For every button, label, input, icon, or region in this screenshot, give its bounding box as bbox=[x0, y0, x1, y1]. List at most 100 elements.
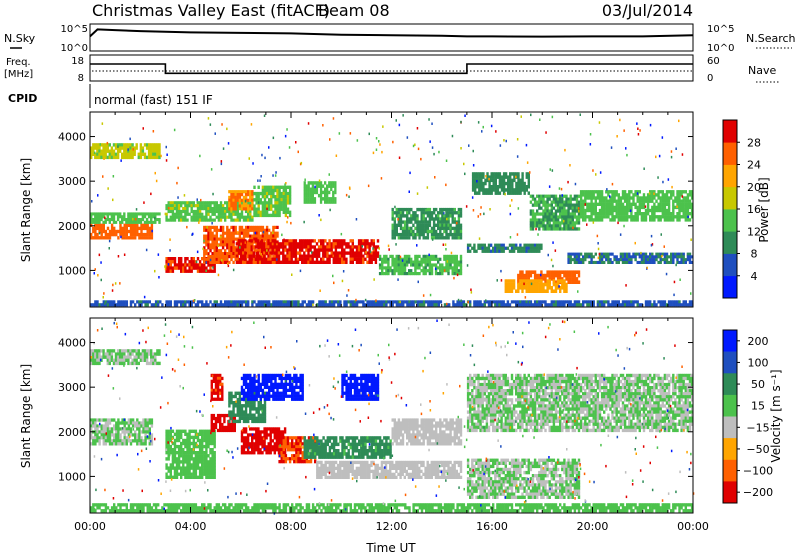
heatmap-cell bbox=[378, 266, 382, 270]
heatmap-speck bbox=[286, 220, 288, 224]
heatmap-cell bbox=[167, 266, 170, 270]
heatmap-cell bbox=[316, 303, 319, 307]
heatmap-cell bbox=[663, 260, 667, 264]
heatmap-cell bbox=[676, 218, 679, 222]
heatmap-cell bbox=[106, 418, 110, 422]
heatmap-cell bbox=[252, 251, 255, 255]
heatmap-cell bbox=[129, 355, 132, 359]
heatmap-cell bbox=[559, 206, 562, 210]
heatmap-cell bbox=[249, 225, 252, 229]
heatmap-cell bbox=[228, 201, 231, 205]
heatmap-cell bbox=[301, 248, 304, 252]
heatmap-cell bbox=[255, 225, 258, 229]
heatmap-cell bbox=[611, 196, 614, 200]
heatmap-cell bbox=[655, 258, 658, 262]
heatmap-cell bbox=[280, 300, 283, 304]
heatmap-cell bbox=[244, 251, 247, 255]
heatmap-speck bbox=[127, 148, 129, 151]
heatmap-cell bbox=[362, 300, 365, 304]
heatmap-cell bbox=[334, 257, 338, 261]
heatmap-cell bbox=[567, 280, 570, 284]
heatmap-cell bbox=[121, 439, 124, 443]
heatmap-cell bbox=[207, 269, 210, 273]
heatmap-cell bbox=[676, 212, 679, 216]
heatmap-speck bbox=[450, 251, 453, 255]
heatmap-speck bbox=[535, 227, 537, 231]
heatmap-cell bbox=[571, 221, 574, 225]
heatmap-cell bbox=[500, 243, 503, 247]
heatmap-cell bbox=[506, 286, 510, 290]
heatmap-cell bbox=[686, 193, 690, 197]
heatmap-cell bbox=[653, 196, 656, 200]
heatmap-cell bbox=[268, 234, 271, 238]
heatmap-cell bbox=[529, 249, 533, 253]
heatmap-cell bbox=[527, 191, 530, 195]
heatmap-cell bbox=[240, 190, 244, 194]
heatmap-cell bbox=[561, 206, 564, 210]
heatmap-cell bbox=[636, 199, 639, 203]
heatmap-cell bbox=[408, 220, 411, 224]
heatmap-cell bbox=[257, 249, 260, 253]
heatmap-cell bbox=[224, 300, 227, 304]
heatmap-cell bbox=[402, 303, 405, 307]
heatmap-cell bbox=[286, 248, 289, 252]
heatmap-cell bbox=[626, 205, 629, 210]
heatmap-cell bbox=[619, 202, 623, 206]
heatmap-cell bbox=[180, 300, 183, 304]
heatmap-cell bbox=[292, 242, 295, 246]
heatmap-speck bbox=[443, 212, 445, 215]
heatmap-cell bbox=[116, 361, 120, 366]
heatmap-cell bbox=[408, 260, 411, 264]
heatmap-cell bbox=[104, 439, 108, 443]
heatmap-cell bbox=[277, 257, 281, 261]
heatmap-cell bbox=[523, 246, 526, 250]
heatmap-cell bbox=[391, 226, 394, 231]
heatmap-cell bbox=[224, 237, 227, 241]
heatmap-cell bbox=[455, 236, 458, 240]
heatmap-cell bbox=[565, 197, 568, 201]
heatmap-cell bbox=[94, 220, 97, 224]
heatmap-cell bbox=[603, 208, 606, 213]
heatmap-cell bbox=[676, 202, 679, 206]
heatmap-cell bbox=[481, 243, 484, 247]
heatmap-speck bbox=[640, 251, 642, 255]
heatmap-cell bbox=[478, 181, 481, 186]
heatmap-cell bbox=[609, 252, 612, 256]
heatmap-cell bbox=[405, 263, 409, 267]
heatmap-cell bbox=[628, 208, 631, 213]
heatmap-cell bbox=[414, 257, 417, 261]
heatmap-cell bbox=[634, 255, 637, 259]
heatmap-cell bbox=[478, 191, 481, 195]
heatmap-cell bbox=[655, 252, 658, 256]
heatmap-cell bbox=[255, 243, 258, 247]
heatmap-cell bbox=[188, 263, 191, 267]
heatmap-cell bbox=[215, 209, 218, 214]
heatmap-cell bbox=[447, 263, 450, 267]
heatmap-cell bbox=[143, 349, 147, 353]
heatmap-cell bbox=[383, 266, 386, 270]
heatmap-cell bbox=[575, 203, 579, 207]
heatmap-cell bbox=[531, 215, 535, 219]
heatmap-cell bbox=[659, 218, 662, 222]
heatmap-cell bbox=[313, 187, 317, 191]
heatmap-cell bbox=[536, 246, 539, 250]
heatmap-cell bbox=[345, 257, 348, 261]
heatmap-cell bbox=[171, 212, 175, 216]
heatmap-speck bbox=[401, 259, 404, 262]
heatmap-cell bbox=[114, 155, 118, 160]
heatmap-cell bbox=[190, 266, 193, 270]
heatmap-cell bbox=[399, 269, 403, 273]
heatmap-cell bbox=[500, 303, 503, 307]
heatmap-cell bbox=[280, 191, 283, 196]
heatmap-speck bbox=[589, 133, 592, 136]
heatmap-speck bbox=[472, 164, 475, 167]
heatmap-cell bbox=[623, 208, 627, 213]
heatmap-cell bbox=[381, 257, 384, 261]
heatmap-cell bbox=[213, 249, 216, 253]
heatmap-cell bbox=[544, 218, 547, 222]
heatmap-cell bbox=[569, 303, 572, 307]
heatmap-cell bbox=[147, 149, 151, 153]
heatmap-cell bbox=[540, 279, 543, 283]
heatmap-cell bbox=[540, 286, 543, 290]
heatmap-cell bbox=[244, 231, 248, 235]
